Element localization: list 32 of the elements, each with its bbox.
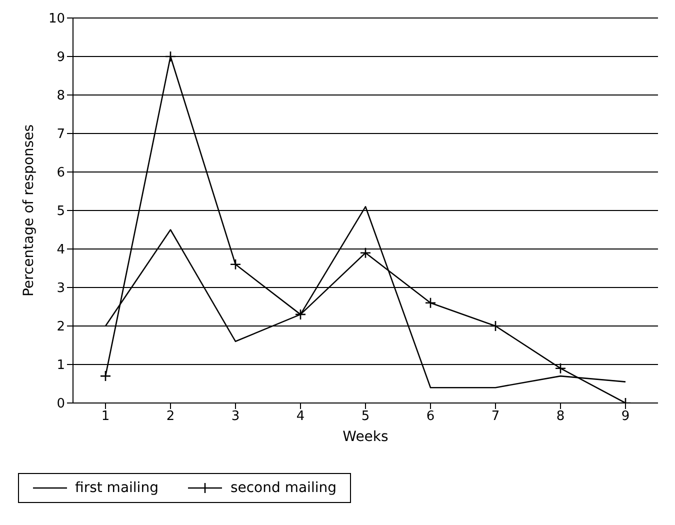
y-tick-label: 6 xyxy=(56,166,65,181)
legend-label: second mailing xyxy=(229,480,336,496)
x-tick-label: 3 xyxy=(231,409,240,424)
x-tick-label: 7 xyxy=(491,409,500,424)
x-tick-label: 4 xyxy=(296,409,305,424)
y-tick-label: 5 xyxy=(56,204,65,220)
y-tick-label: 0 xyxy=(56,396,65,412)
y-axis-title: Percentage of responses xyxy=(20,124,37,297)
y-tick-label: 2 xyxy=(56,320,65,335)
x-tick-label: 2 xyxy=(166,409,175,424)
point xyxy=(424,297,436,309)
y-tick-label: 9 xyxy=(56,50,65,66)
point xyxy=(490,320,502,332)
point xyxy=(100,370,112,382)
y-tick-label: 7 xyxy=(56,127,65,142)
point xyxy=(554,362,566,374)
x-tick-label: 9 xyxy=(621,409,630,424)
point xyxy=(164,50,176,62)
x-tick-label: 1 xyxy=(101,409,110,424)
x-tick-label: 6 xyxy=(426,409,435,424)
y-tick-label: 1 xyxy=(56,358,65,374)
point xyxy=(294,308,306,320)
y-tick-label: 4 xyxy=(56,242,65,258)
y-tick-label: 8 xyxy=(56,88,65,104)
x-tick-label: 8 xyxy=(556,409,565,424)
x-tick-label: 5 xyxy=(361,409,370,424)
point xyxy=(230,258,242,270)
legend-label: first mailing xyxy=(74,480,158,496)
y-tick-label: 3 xyxy=(56,281,65,296)
x-axis-title: Weeks xyxy=(342,429,388,445)
y-tick-label: 10 xyxy=(48,12,65,27)
point xyxy=(360,247,372,258)
